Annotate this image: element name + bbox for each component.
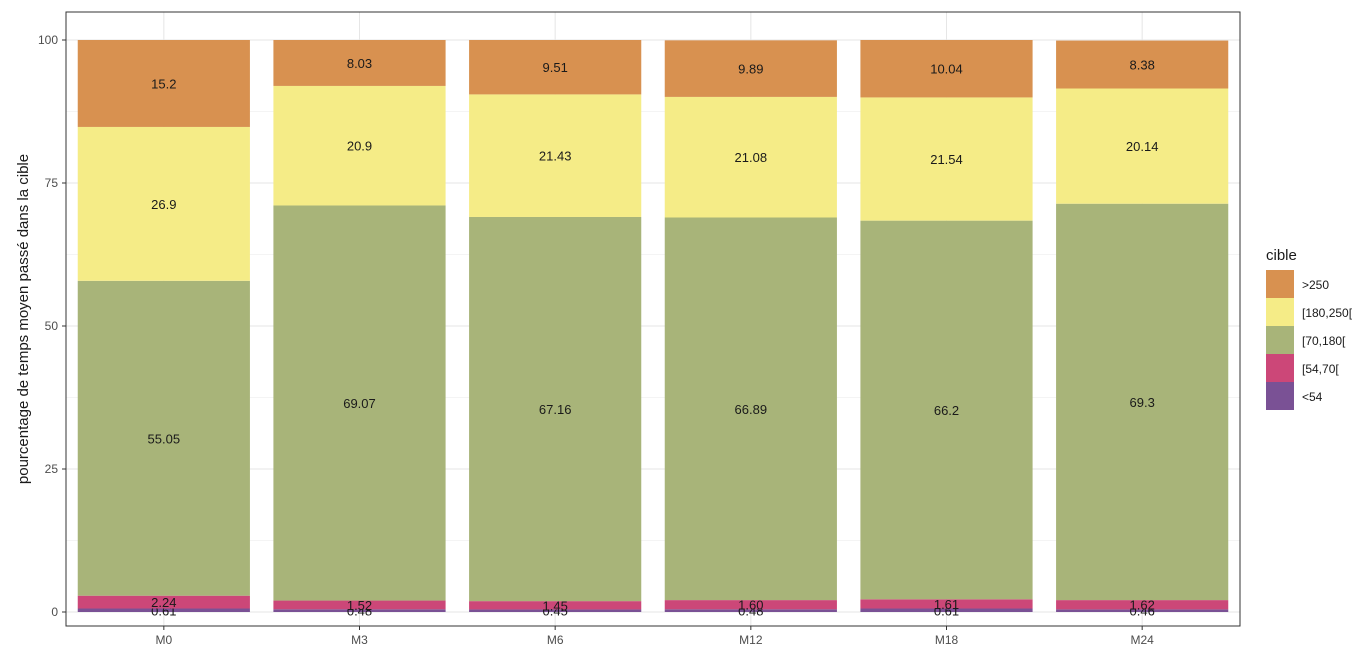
- legend-label: [70,180[: [1302, 334, 1346, 348]
- bar-segment: [469, 94, 642, 217]
- bar-segment: [664, 96, 837, 218]
- bar-segment: [77, 40, 250, 127]
- panel-border: [65, 11, 1241, 627]
- y-tick-label: 100: [38, 33, 58, 47]
- bar-segment: [860, 608, 1033, 612]
- legend-label: [180,250[: [1302, 306, 1353, 320]
- y-axis-title: pourcentage de temps moyen passé dans la…: [15, 154, 32, 484]
- bar-segment: [860, 40, 1033, 98]
- legend-key: [1266, 382, 1294, 410]
- bar-segment: [469, 601, 642, 610]
- x-tick-label: M0: [155, 633, 172, 647]
- bar-segment: [469, 40, 642, 95]
- bar-segment: [469, 216, 642, 602]
- data-label: 26.9: [151, 197, 176, 212]
- y-tick-label: 50: [45, 319, 59, 333]
- x-tick-label: M6: [547, 633, 564, 647]
- bar-segment: [860, 599, 1033, 609]
- bar-segment: [273, 40, 446, 86]
- bar-segment: [860, 220, 1033, 600]
- bar-segment: [77, 608, 250, 612]
- data-label: 69.07: [343, 396, 376, 411]
- bar-segment: [664, 600, 837, 610]
- y-tick-label: 75: [45, 176, 59, 190]
- data-label: 21.43: [539, 149, 572, 164]
- legend-key: [1266, 326, 1294, 354]
- data-label: 21.54: [930, 152, 963, 167]
- data-label: 1.60: [738, 598, 763, 613]
- y-tick-label: 25: [45, 462, 59, 476]
- data-label: 15.2: [151, 76, 176, 91]
- data-label: 10.04: [930, 62, 963, 77]
- x-tick-label: M18: [935, 633, 959, 647]
- data-label: 67.16: [539, 402, 572, 417]
- data-label: 9.89: [738, 62, 763, 77]
- data-label: 66.2: [934, 403, 959, 418]
- bar-segment: [1056, 40, 1229, 89]
- data-label: 1.61: [934, 597, 959, 612]
- data-label: 20.14: [1126, 139, 1159, 154]
- legend-key: [1266, 270, 1294, 298]
- data-label: 1.52: [347, 598, 372, 613]
- bar-segment: [273, 609, 446, 612]
- bar-segment: [77, 280, 250, 596]
- x-tick-label: M12: [739, 633, 763, 647]
- data-label: 1.45: [543, 598, 568, 613]
- bar-segment: [1056, 600, 1229, 610]
- bar-segment: [77, 126, 250, 281]
- legend-label: >250: [1302, 278, 1329, 292]
- legend-key: [1266, 298, 1294, 326]
- bar-segment: [77, 595, 250, 609]
- bar-segment: [664, 217, 837, 601]
- legend-label: [54,70[: [1302, 362, 1339, 376]
- x-tick-label: M3: [351, 633, 368, 647]
- legend-label: <54: [1302, 390, 1323, 404]
- data-label: 8.03: [347, 56, 372, 71]
- data-label: 1.62: [1130, 598, 1155, 613]
- data-label: 20.9: [347, 139, 372, 154]
- bar-segment: [273, 600, 446, 610]
- bar-segment: [860, 97, 1033, 221]
- legend-title: cible: [1266, 247, 1297, 264]
- data-label: 9.51: [543, 60, 568, 75]
- x-tick-label: M24: [1130, 633, 1154, 647]
- data-label: 66.89: [735, 402, 768, 417]
- bar-segment: [664, 40, 837, 97]
- bar-segment: [1056, 203, 1229, 601]
- bar-segment: [1056, 88, 1229, 204]
- bar-segment: [664, 609, 837, 612]
- data-label: 21.08: [735, 150, 768, 165]
- legend-key: [1266, 354, 1294, 382]
- data-label: 8.38: [1130, 58, 1155, 73]
- bar-segment: [273, 85, 446, 206]
- bar-segment: [469, 609, 642, 612]
- bar-segment: [273, 205, 446, 601]
- y-tick-label: 0: [51, 605, 58, 619]
- data-label: 2.24: [151, 595, 176, 610]
- data-label: 69.3: [1130, 395, 1155, 410]
- bar-segment: [1056, 609, 1229, 612]
- data-label: 55.05: [148, 431, 181, 446]
